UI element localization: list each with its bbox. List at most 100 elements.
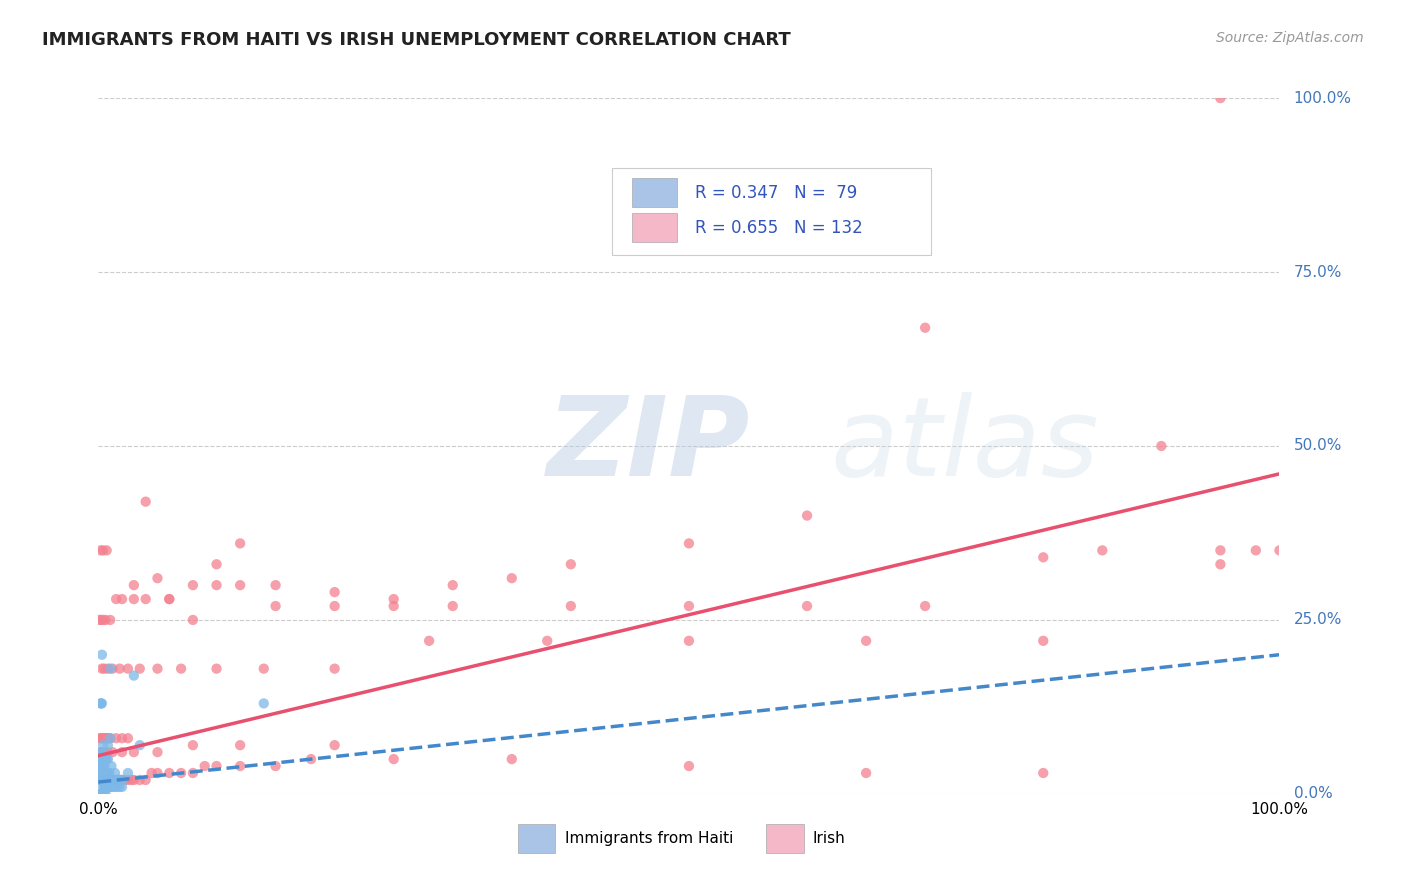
Point [96, 543, 118, 558]
Point [101, 772, 124, 787]
Point [105, 592, 128, 607]
Point [323, 738, 346, 752]
Point [91, 787, 114, 801]
Point [678, 633, 700, 648]
Point [323, 585, 346, 599]
Text: Irish: Irish [813, 831, 845, 846]
Point [100, 780, 122, 794]
Point [94, 752, 117, 766]
Bar [633, 213, 678, 242]
Point [91, 772, 114, 787]
Point [94, 772, 117, 787]
Point [111, 731, 134, 746]
Point [141, 766, 163, 780]
Point [90, 543, 112, 558]
Point [104, 772, 127, 787]
Point [501, 752, 523, 766]
Text: 25.0%: 25.0% [1294, 613, 1341, 627]
Point [264, 599, 287, 613]
Point [914, 599, 936, 613]
Point [97, 780, 120, 794]
Point [104, 780, 127, 794]
Point [111, 772, 134, 787]
Point [157, 592, 180, 607]
Point [91, 759, 114, 773]
Point [93, 766, 115, 780]
Point [90, 731, 112, 746]
Text: IMMIGRANTS FROM HAITI VS IRISH UNEMPLOYMENT CORRELATION CHART: IMMIGRANTS FROM HAITI VS IRISH UNEMPLOYM… [42, 31, 792, 49]
Point [108, 662, 131, 676]
Point [105, 772, 128, 787]
Point [128, 738, 150, 752]
Point [89, 752, 111, 766]
Point [104, 766, 127, 780]
Point [103, 772, 125, 787]
Point [170, 766, 193, 780]
Point [90, 745, 112, 759]
Point [253, 697, 276, 711]
Point [855, 633, 877, 648]
Point [91, 648, 114, 662]
Point [117, 731, 139, 746]
Point [111, 592, 134, 607]
Point [90, 787, 112, 801]
Point [1091, 543, 1114, 558]
Point [1244, 543, 1267, 558]
Point [90, 752, 112, 766]
Point [128, 662, 150, 676]
Point [98, 662, 121, 676]
Point [91, 697, 114, 711]
Point [91, 787, 114, 801]
Point [90, 759, 112, 773]
Point [89, 731, 111, 746]
Point [146, 662, 169, 676]
Bar [633, 178, 678, 207]
Point [90, 772, 112, 787]
Point [229, 738, 252, 752]
Point [96, 766, 118, 780]
Point [122, 592, 145, 607]
Point [112, 772, 135, 787]
Point [93, 759, 115, 773]
Point [146, 571, 169, 585]
Point [93, 662, 115, 676]
Point [91, 772, 114, 787]
Point [117, 772, 139, 787]
Point [91, 613, 114, 627]
Point [264, 578, 287, 592]
Point [98, 772, 121, 787]
Point [91, 752, 114, 766]
Point [678, 759, 700, 773]
Point [103, 772, 125, 787]
Point [205, 662, 228, 676]
Point [98, 766, 121, 780]
Point [914, 320, 936, 334]
Point [94, 766, 117, 780]
Point [93, 752, 115, 766]
Point [108, 780, 131, 794]
Point [91, 766, 114, 780]
Text: 0.0%: 0.0% [1294, 787, 1333, 801]
Point [678, 599, 700, 613]
Point [100, 772, 122, 787]
Point [96, 772, 118, 787]
Text: R = 0.347   N =  79: R = 0.347 N = 79 [695, 184, 858, 202]
Point [101, 745, 124, 759]
Point [560, 558, 582, 572]
FancyBboxPatch shape [612, 168, 931, 255]
Point [1209, 543, 1232, 558]
Point [94, 780, 117, 794]
Point [101, 780, 124, 794]
Point [105, 772, 128, 787]
Point [253, 662, 276, 676]
Point [90, 772, 112, 787]
Point [135, 592, 157, 607]
Point [97, 752, 120, 766]
Text: Immigrants from Haiti: Immigrants from Haiti [565, 831, 734, 846]
Point [796, 508, 818, 523]
Point [796, 599, 818, 613]
Point [1209, 91, 1232, 105]
Point [108, 772, 131, 787]
Point [94, 772, 117, 787]
Point [105, 780, 128, 794]
